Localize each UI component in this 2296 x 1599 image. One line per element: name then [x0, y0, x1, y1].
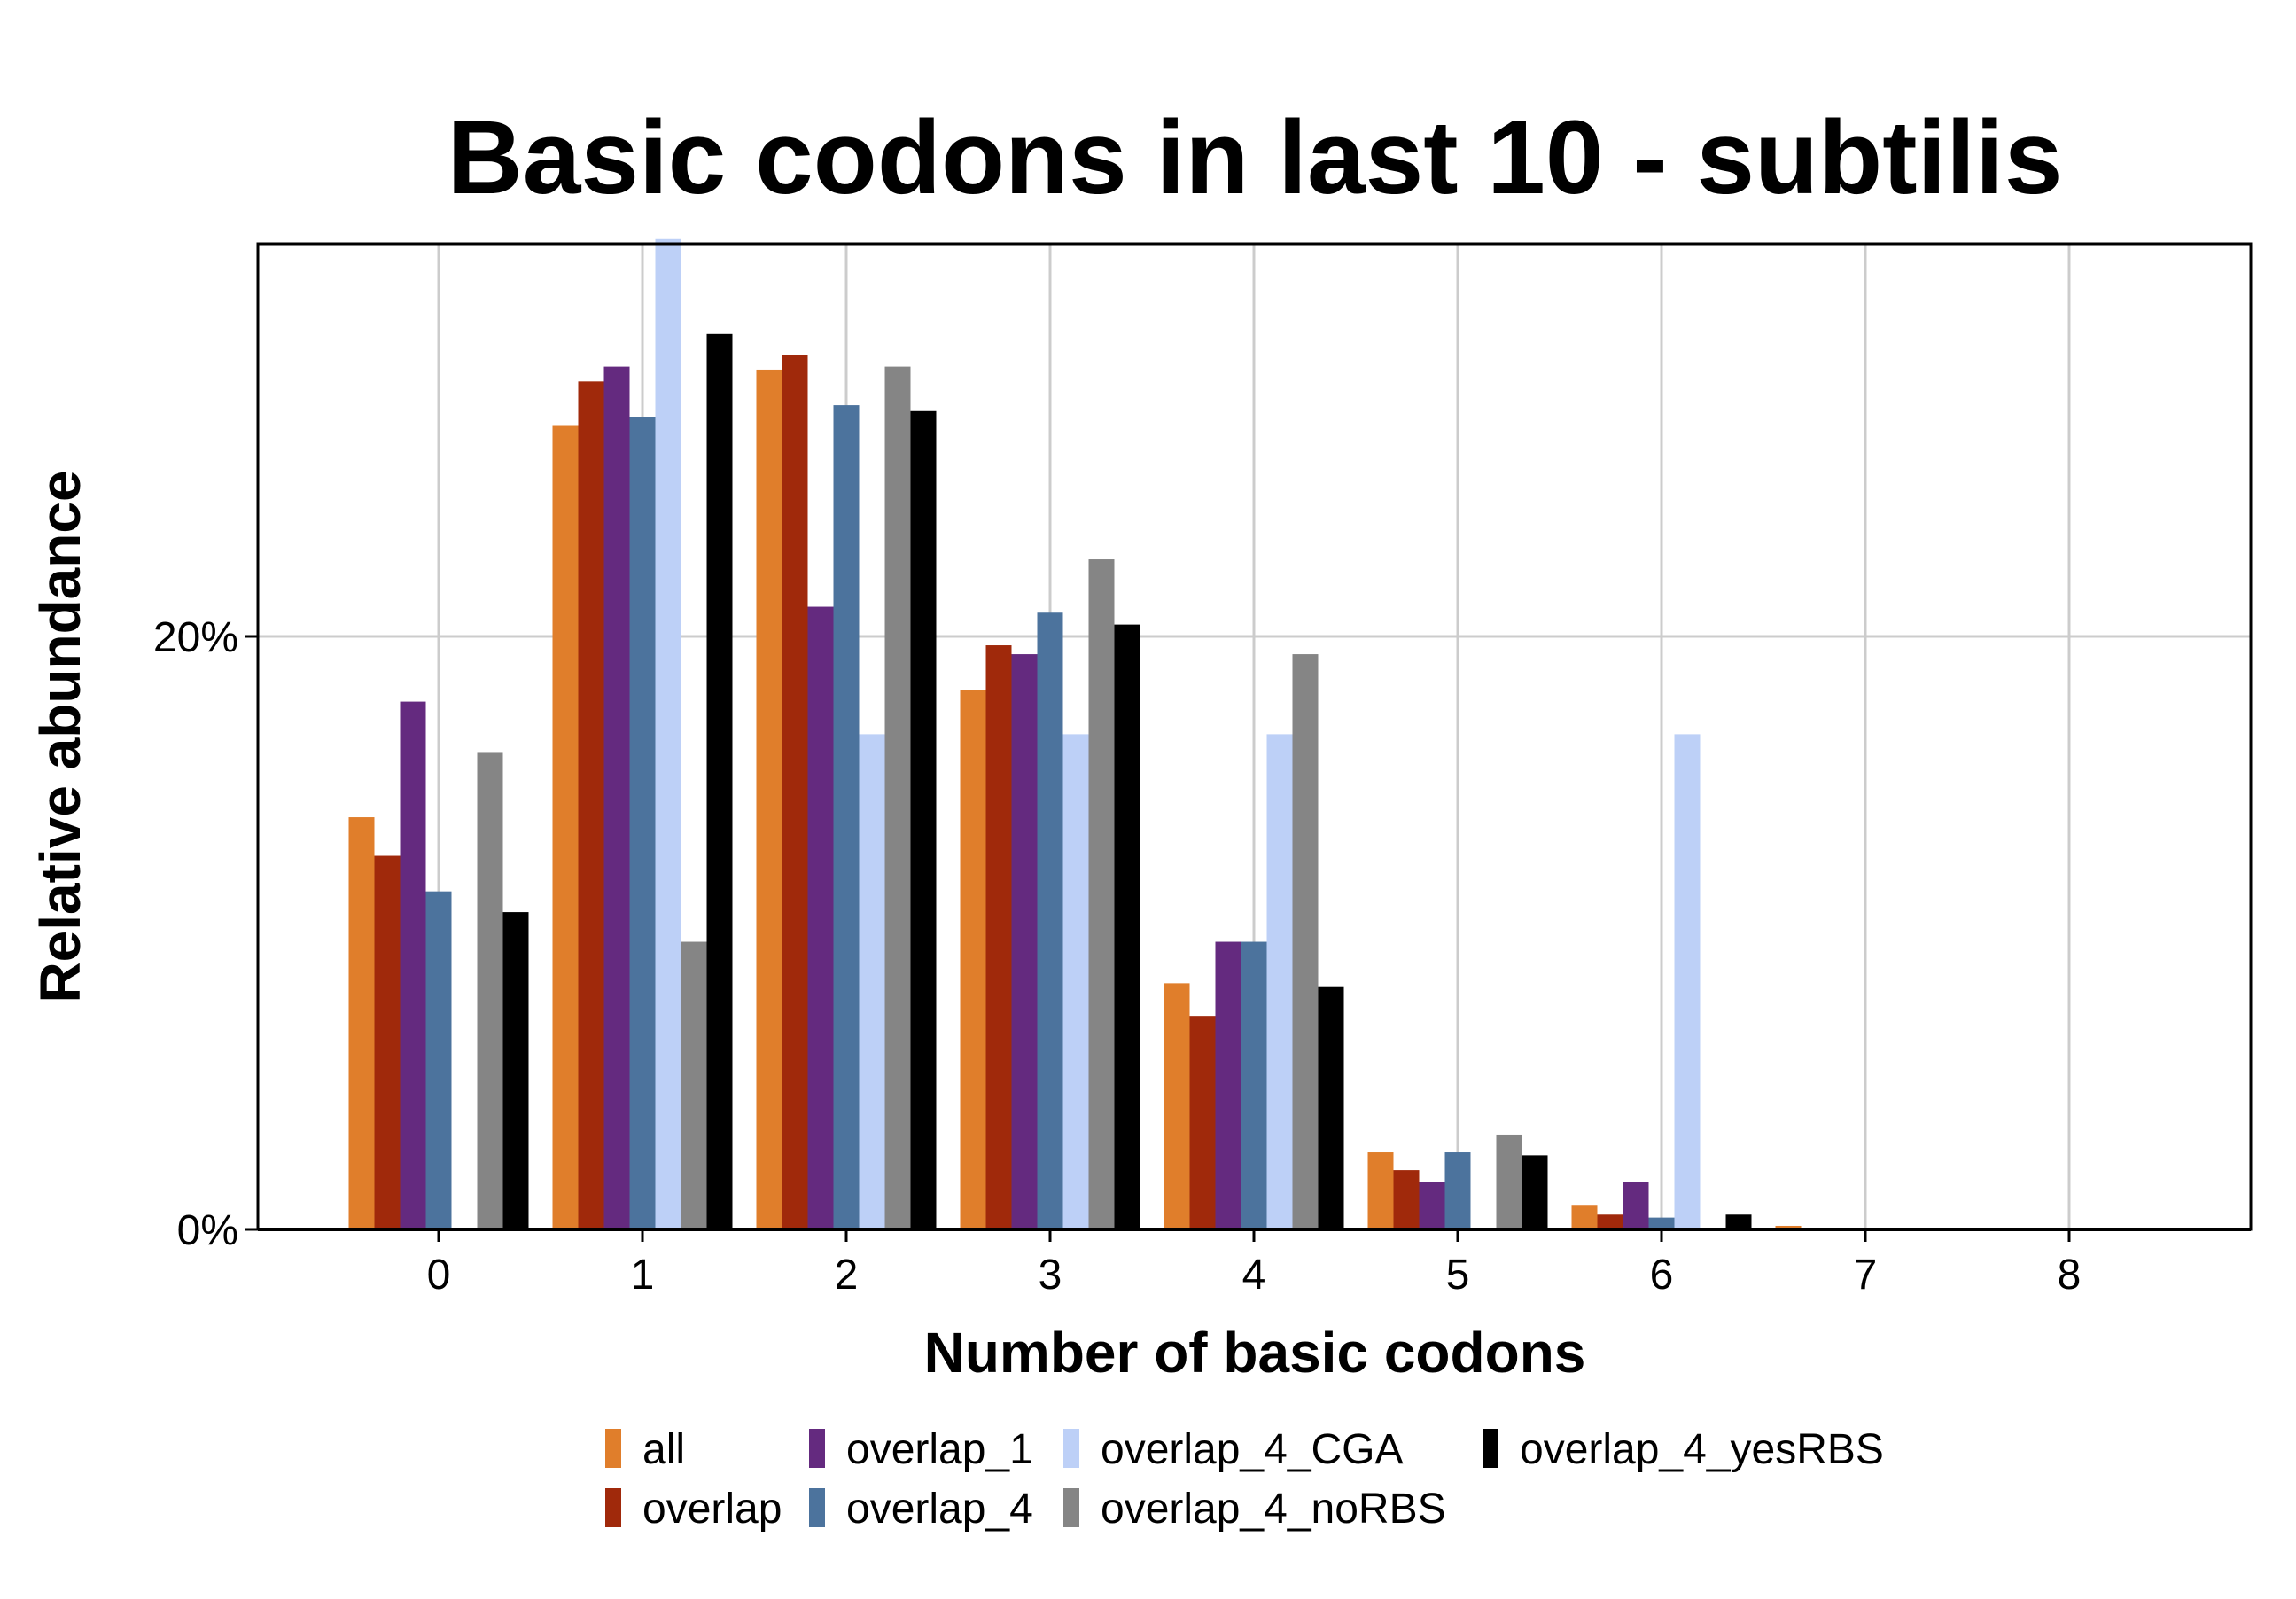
x-axis-title: Number of basic codons [924, 1321, 1586, 1384]
bar-overlap_4_CGA-6 [1674, 734, 1701, 1229]
x-tick-label: 3 [1039, 1252, 1062, 1299]
y-axis: 0% 20% [153, 244, 260, 1254]
legend-key-overlap_4_CGA [1063, 1429, 1079, 1468]
bar-overlap_1-5 [1419, 1182, 1445, 1229]
bar-overlap_4-0 [425, 891, 452, 1229]
x-tick-label: 1 [631, 1252, 655, 1299]
bar-overlap_4_CGA-4 [1266, 734, 1293, 1229]
legend-key-overlap_4_noRBS [1063, 1488, 1079, 1527]
legend-key-overlap_4_yesRBS [1483, 1429, 1498, 1468]
legend-label-overlap_4_CGA: overlap_4_CGA [1101, 1426, 1404, 1473]
y-tick-label: 0% [177, 1207, 238, 1254]
x-tick-label: 8 [2058, 1252, 2082, 1299]
y-tick-label: 20% [153, 614, 238, 661]
y-axis-title: Relative abundance [28, 470, 92, 1002]
bar-overlap_4_yesRBS-2 [910, 410, 937, 1229]
legend: all overlap overlap_1 overlap_4 overlap_4_CG… [605, 1426, 1884, 1533]
bar-overlap_4-3 [1037, 612, 1063, 1229]
bar-overlap_1-4 [1215, 941, 1241, 1229]
bar-overlap_4_noRBS-4 [1292, 654, 1319, 1229]
legend-label-overlap: overlap [642, 1486, 782, 1533]
bar-overlap_4-5 [1444, 1152, 1471, 1229]
bar-overlap_4-4 [1241, 941, 1267, 1229]
bar-overlap_4_yesRBS-4 [1318, 986, 1344, 1229]
bar-overlap-6 [1597, 1214, 1623, 1229]
bar-all-6 [1571, 1205, 1598, 1229]
x-tick-label: 6 [1650, 1252, 1674, 1299]
bar-overlap_1-0 [400, 701, 426, 1229]
x-tick-label: 2 [835, 1252, 859, 1299]
bar-overlap_4-2 [833, 405, 860, 1230]
bar-overlap_1-3 [1011, 654, 1038, 1229]
bar-all-1 [552, 425, 579, 1229]
x-tick-label: 5 [1446, 1252, 1470, 1299]
bar-overlap-5 [1393, 1170, 1420, 1229]
bar-all-4 [1164, 983, 1190, 1229]
legend-key-overlap_1 [809, 1429, 825, 1468]
bar-overlap-0 [374, 855, 401, 1229]
legend-label-overlap_4: overlap_4 [846, 1486, 1033, 1533]
bar-overlap_1-6 [1623, 1182, 1649, 1229]
bar-overlap_4_noRBS-3 [1088, 559, 1115, 1229]
bars [348, 238, 1802, 1230]
bar-all-2 [756, 369, 782, 1229]
bar-overlap-3 [985, 645, 1012, 1229]
bar-overlap_4_CGA-2 [859, 734, 885, 1229]
legend-label-overlap_1: overlap_1 [846, 1426, 1033, 1473]
x-tick-label: 4 [1242, 1252, 1266, 1299]
bar-all-0 [348, 817, 375, 1229]
bar-overlap-2 [782, 355, 808, 1230]
legend-key-overlap [605, 1488, 621, 1527]
x-tick-label: 0 [427, 1252, 451, 1299]
bar-overlap_4_yesRBS-1 [706, 333, 733, 1229]
bar-overlap_4_yesRBS-0 [502, 912, 529, 1229]
bar-overlap_4_CGA-3 [1062, 734, 1089, 1229]
chart-title: Basic codons in last 10 - subtilis [448, 99, 2063, 216]
legend-label-overlap_4_yesRBS: overlap_4_yesRBS [1520, 1426, 1884, 1473]
x-axis: 0 1 2 3 4 5 6 7 8 [258, 1228, 2251, 1299]
bar-overlap_1-1 [603, 366, 630, 1230]
legend-label-overlap_4_noRBS: overlap_4_noRBS [1101, 1486, 1446, 1533]
legend-key-all [605, 1429, 621, 1468]
bar-overlap-1 [578, 381, 604, 1230]
bar-overlap_4_yesRBS-5 [1522, 1155, 1548, 1229]
bar-overlap_4-1 [629, 417, 656, 1230]
bar-all-7 [1775, 1225, 1802, 1229]
x-tick-label: 7 [1854, 1252, 1878, 1299]
bar-overlap_1-2 [807, 606, 834, 1229]
bar-overlap_4-6 [1648, 1217, 1675, 1229]
bar-overlap_4_noRBS-5 [1496, 1134, 1522, 1229]
bar-overlap_4_yesRBS-3 [1114, 624, 1140, 1229]
legend-key-overlap_4 [809, 1488, 825, 1527]
bar-overlap_4_noRBS-1 [681, 941, 707, 1229]
bar-all-5 [1367, 1152, 1394, 1229]
bar-overlap_4_noRBS-0 [477, 752, 503, 1229]
bar-overlap_4_noRBS-2 [884, 366, 911, 1230]
legend-label-all: all [642, 1426, 685, 1473]
bar-overlap_4_yesRBS-6 [1725, 1214, 1752, 1229]
bar-overlap_4_CGA-1 [655, 238, 681, 1229]
bar-all-3 [960, 690, 986, 1229]
bar-overlap-4 [1189, 1016, 1216, 1229]
